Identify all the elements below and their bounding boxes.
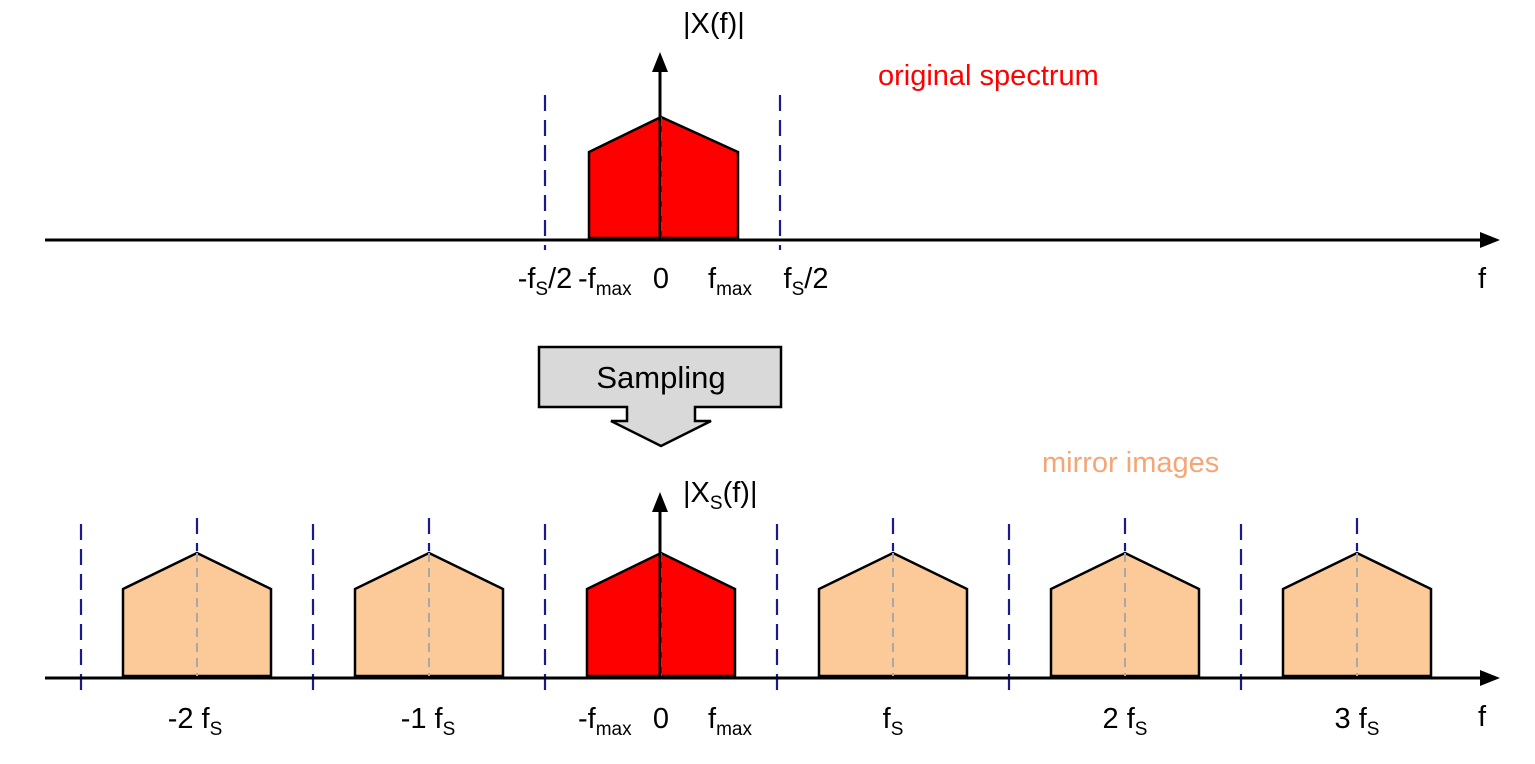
bottom-x-axis-arrowhead (1480, 670, 1500, 686)
bottom-x-axis-label: f (1478, 701, 1487, 733)
mirror-images-annotation: mirror images (1042, 447, 1219, 479)
top-original-spectrum-shape (587, 115, 740, 240)
tick-bottom-neg-fmax: -fmax (578, 703, 632, 740)
sampling-label: Sampling (596, 360, 725, 395)
sampling-arrow: Sampling (537, 345, 783, 448)
tick-3fs: 3 fS (1335, 703, 1380, 740)
tick-2fs: 2 fS (1103, 703, 1148, 740)
nyquist-guide-lines (79, 518, 1359, 690)
top-x-axis-label: f (1478, 263, 1487, 295)
tick-neg-1fs: -1 fS (401, 703, 456, 740)
bottom-y-axis-arrowhead (652, 492, 668, 512)
original-spectrum-annotation: original spectrum (878, 60, 1099, 92)
top-y-axis-label: |X(f)| (683, 8, 745, 40)
tick-neg-2fs: -2 fS (168, 703, 223, 740)
tick-neg-fs-half: -fS/2 (518, 263, 573, 300)
bottom-panel: mirror images |XS(f)| f -2 fS -1 fS -fma… (45, 447, 1500, 740)
down-arrow-icon (537, 345, 783, 448)
tick-bottom-zero: 0 (653, 703, 669, 735)
tick-bottom-fmax: fmax (708, 703, 752, 740)
top-y-axis-arrowhead (652, 52, 668, 72)
tick-zero: 0 (653, 263, 669, 295)
tick-fs: fS (883, 703, 904, 740)
bottom-y-axis-label: |XS(f)| (683, 477, 757, 514)
tick-neg-fmax: -fmax (578, 263, 632, 300)
tick-fmax: fmax (708, 263, 752, 300)
tick-fs-half: fS/2 (784, 263, 829, 300)
top-panel: |X(f)| original spectrum f -fS/2 -fmax 0… (45, 8, 1500, 300)
top-x-axis-arrowhead (1480, 232, 1500, 248)
